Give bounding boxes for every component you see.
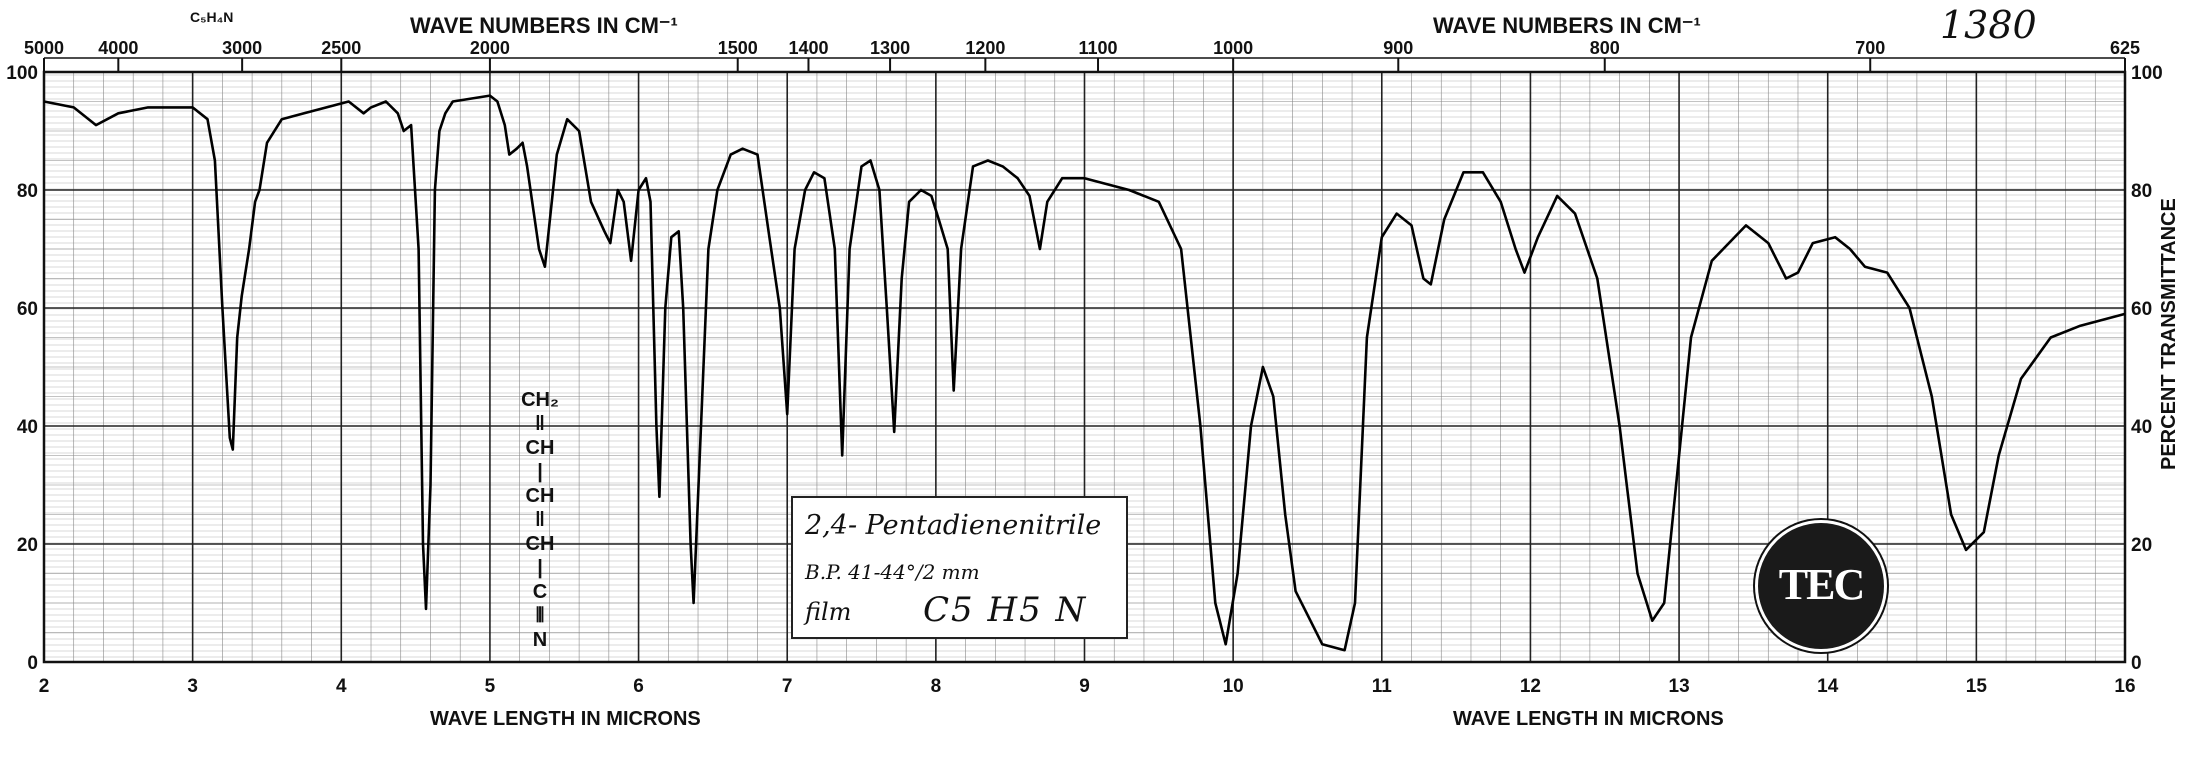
top-tick-label: 1200 [965, 38, 1005, 58]
sample-formula: C5 H5 N [923, 590, 1088, 630]
x-tick-label: 16 [2114, 676, 2135, 697]
y-tick-label-right: 60 [2131, 299, 2152, 320]
x-tick-label: 12 [1520, 676, 1541, 697]
x-tick-label: 14 [1817, 676, 1839, 697]
y-tick-label-right: 0 [2131, 653, 2142, 674]
top-tick-label: 625 [2110, 38, 2140, 58]
x-tick-label: 15 [1966, 676, 1988, 697]
struct-bond-1: ‖ [535, 413, 545, 435]
top-tick-label: 700 [1855, 38, 1885, 58]
struct-row-ch-1: CH [525, 437, 555, 459]
boiling-point: B.P. 41-44°/2 mm [805, 560, 980, 584]
left-transmittance-ticks: 0 20 40 60 80 100 [6, 63, 38, 674]
handwritten-number: 1380 [1940, 3, 2037, 47]
bottom-axis-title-left: WAVE LENGTH IN MICRONS [430, 708, 701, 730]
sample-label-card: 2,4- Pentadienenitrile B.P. 41-44°/2 mm … [791, 496, 1128, 639]
y-axis-title: PERCENT TRANSMITTANCE [2158, 198, 2180, 470]
bottom-axis-title-right: WAVE LENGTH IN MICRONS [1453, 708, 1724, 730]
x-tick-label: 5 [485, 676, 496, 697]
struct-bond-2: | [537, 461, 543, 483]
x-tick-label: 13 [1669, 676, 1690, 697]
plot-frame [42, 70, 2127, 664]
x-tick-label: 11 [1372, 676, 1393, 697]
struct-row-c: C [532, 581, 548, 603]
top-tick-label: 900 [1383, 38, 1413, 58]
y-tick-label-left: 80 [17, 181, 38, 202]
sample-phase: film [805, 598, 852, 626]
top-axis-title-right: WAVE NUMBERS IN CM⁻¹ [1433, 13, 1701, 38]
y-tick-label-left: 60 [17, 299, 38, 320]
struct-bond-3: ‖ [535, 509, 545, 531]
struct-row-n: N [532, 629, 548, 651]
y-tick-label-left: 40 [17, 417, 38, 438]
y-tick-label-right: 80 [2131, 181, 2152, 202]
top-tick-label: 3000 [222, 38, 262, 58]
x-tick-label: 2 [39, 676, 50, 697]
right-transmittance-ticks: 0 20 40 60 80 100 [2131, 63, 2163, 674]
x-tick-label: 9 [1079, 676, 1090, 697]
struct-row-ch-3: CH [525, 533, 555, 555]
x-tick-label: 4 [336, 676, 347, 697]
x-tick-label: 8 [931, 676, 942, 697]
struct-row-ch-2: CH [525, 485, 555, 507]
top-tick-label: 1000 [1213, 38, 1253, 58]
y-tick-label-right: 100 [2131, 63, 2163, 84]
top-tick-label: 4000 [98, 38, 138, 58]
y-tick-label-right: 40 [2131, 417, 2152, 438]
y-tick-label-left: 100 [6, 63, 38, 84]
company-seal-logo: TEC [1755, 520, 1887, 652]
top-tick-label: 1100 [1078, 38, 1117, 58]
struct-bond-4: | [537, 557, 543, 579]
y-tick-label-left: 20 [17, 535, 38, 556]
structural-formula: CH₂ ‖ CH | CH ‖ CH | C ⦀ N [520, 388, 560, 652]
top-tick-label: 1500 [718, 38, 758, 58]
top-tick-label: 5000 [24, 38, 64, 58]
top-tick-label: 800 [1590, 38, 1620, 58]
logo-monogram: TEC [1778, 560, 1865, 609]
top-tick-label: 2000 [470, 38, 510, 58]
x-tick-label: 3 [187, 676, 198, 697]
bottom-micron-ticks: 2 3 4 5 6 7 8 9 10 11 12 13 14 15 16 [39, 676, 2136, 697]
struct-row-ch2: CH₂ [521, 389, 559, 411]
y-tick-label-left: 0 [27, 653, 38, 674]
formula-label: C₅H₄N [190, 9, 233, 25]
top-tick-label: 1400 [788, 38, 828, 58]
x-tick-label: 10 [1223, 676, 1244, 697]
y-tick-label-right: 20 [2131, 535, 2152, 556]
sample-name: 2,4- Pentadienenitrile [805, 510, 1102, 541]
top-tick-label: 1300 [870, 38, 910, 58]
x-tick-label: 6 [633, 676, 644, 697]
spectrum-trace [43, 94, 2126, 652]
top-wavenumber-ticks: 5000 4000 3000 2500 2000 1500 1400 1300 1200 1100… [24, 38, 2140, 72]
top-tick-label: 2500 [321, 38, 361, 58]
top-axis-title-left: WAVE NUMBERS IN CM⁻¹ [410, 13, 678, 38]
struct-bond-5: ⦀ [535, 605, 545, 627]
x-tick-label: 7 [782, 676, 793, 697]
